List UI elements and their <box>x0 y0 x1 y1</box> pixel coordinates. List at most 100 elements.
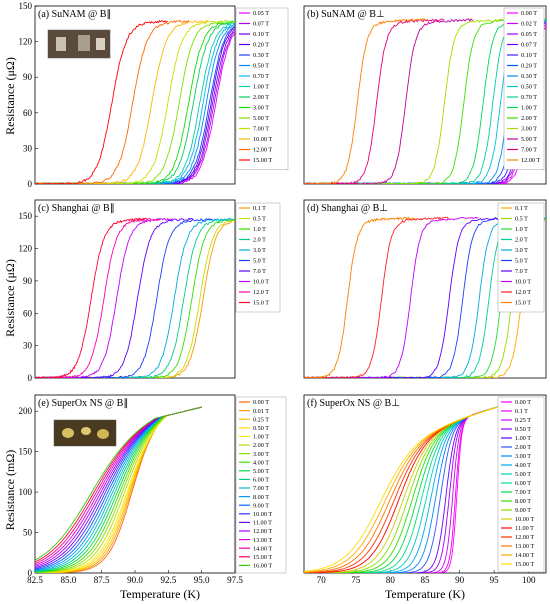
legend-entry: 12.00 T <box>253 147 272 154</box>
x-tick-label: 80 <box>386 575 396 585</box>
series-line <box>304 216 479 378</box>
y-axis-title-bottom: Resistance (mΩ) <box>3 450 17 531</box>
panel-f: 70 75 80 85 90 95 100 (f) SuperOx NS @ B⊥ 0.00 T… <box>303 394 547 585</box>
series-line <box>304 18 474 184</box>
legend-entry: 2.00 T <box>253 442 269 449</box>
legend-entry: 0.50 T <box>521 84 537 91</box>
legend-entry: 1.00 T <box>521 105 537 112</box>
legend-entry: 15.0 T <box>515 300 531 307</box>
legend-box <box>235 202 281 313</box>
legend-entry: 0.01 T <box>253 408 269 415</box>
y-tick-label: 30 <box>23 143 33 153</box>
legend-entry: 0.30 T <box>521 73 537 80</box>
series-line <box>304 18 445 184</box>
panel-c: 0 30 60 90 120 150 (c) Shanghai @ B∥ 0.1 T 0.5 T… <box>19 199 281 383</box>
legend-entry: 0.00 T <box>253 399 269 406</box>
legend-entry: 14.00 T <box>253 545 272 552</box>
legend-entry: 10.0 T <box>253 279 269 286</box>
panel-d: (d) Shanghai @ B⊥ 0.1 T 0.5 T 1.0 T 2.0 T 3.0… <box>303 199 547 379</box>
legend-entry: 3.00 T <box>253 451 269 458</box>
legend-entry: 0.50 T <box>253 63 269 70</box>
legend: 0.05 T 0.07 T 0.10 T 0.20 T 0.30 T 0.50 T 0.70… <box>235 7 289 170</box>
panel-e: 0 50 100 150 200 82.5 85.0 87.5 90.0 92.5 95.0 97.5… <box>19 394 287 585</box>
x-tick-label: 95 <box>490 575 500 585</box>
legend-entry: 7.00 T <box>253 126 269 133</box>
series-line <box>304 17 426 184</box>
y-tick-label: 0 <box>28 179 33 189</box>
legend-box <box>497 202 545 313</box>
x-tick-label: 90 <box>455 575 465 585</box>
legend-entry: 1.00 T <box>515 435 531 442</box>
panel-b: (b) SuNAM @ B⊥ 0.00 T0.02 T0.05 T0.07 T0.… <box>303 5 547 185</box>
x-tick-label: 92.5 <box>160 575 176 585</box>
panel-title: (e) SuperOx NS @ B∥ <box>38 398 128 409</box>
x-tick-label: 85.0 <box>60 575 76 585</box>
legend-entry: 0.50 T <box>515 426 531 433</box>
legend-entry: 1.0 T <box>253 226 266 233</box>
legend-entry: 4.00 T <box>515 462 531 469</box>
series-line <box>35 217 231 378</box>
legend-entry: 0.5 T <box>253 216 266 223</box>
y-axis-title-top: Resistance (μΩ) <box>3 57 17 135</box>
legend-entry: 9.00 T <box>253 502 269 509</box>
x-axis-title-right: Temperature (K) <box>385 587 465 601</box>
legend-entry: 5.00 T <box>515 471 531 478</box>
legend-entry: 3.0 T <box>515 247 528 254</box>
legend-entry: 3.00 T <box>253 105 269 112</box>
legend-entry: 0.5 T <box>515 216 528 223</box>
legend-entry: 7.0 T <box>515 268 528 275</box>
panel-title: (b) SuNAM @ B⊥ <box>307 9 385 20</box>
legend: 0.1 T 0.5 T 1.0 T 2.0 T 3.0 T 5.0 T 7.0 T 10.0 … <box>235 202 281 313</box>
legend-entry: 4.00 T <box>253 459 269 466</box>
y-tick-label: 150 <box>19 1 33 11</box>
legend-entry: 12.00 T <box>521 157 540 164</box>
legend-entry: 12.0 T <box>253 289 269 296</box>
series-line <box>35 217 161 378</box>
legend-entry: 9.00 T <box>515 507 531 514</box>
legend-entry: 0.25 T <box>515 417 531 424</box>
y-tick-label: 60 <box>23 308 33 318</box>
legend-entry: 1.00 T <box>253 434 269 441</box>
series-line <box>35 217 173 378</box>
legend-entry: 1.00 T <box>253 84 269 91</box>
legend-entry: 6.00 T <box>515 480 531 487</box>
legend-entry: 0.00 T <box>521 10 537 17</box>
legend-entry: 0.10 T <box>253 31 269 38</box>
legend-box <box>235 7 289 170</box>
legend-entry: 15.00 T <box>253 157 272 164</box>
y-tick-label: 60 <box>23 108 33 118</box>
legend-entry: 0.1 T <box>515 408 528 415</box>
x-tick-label: 87.5 <box>94 575 110 585</box>
legend-entry: 3.0 T <box>253 247 266 254</box>
series-line <box>304 216 450 378</box>
series-line <box>304 216 531 378</box>
legend-entry: 13.00 T <box>253 537 272 544</box>
legend-entry: 5.0 T <box>253 258 266 265</box>
legend-entry: 13.00 T <box>515 543 534 550</box>
series-line <box>35 218 235 378</box>
x-axis-title-left: Temperature (K) <box>120 587 200 601</box>
y-tick-label: 150 <box>19 211 33 221</box>
legend-entry: 0.25 T <box>253 416 269 423</box>
y-tick-label: 50 <box>23 528 33 538</box>
legend-entry: 7.00 T <box>515 489 531 496</box>
x-tick-label: 75 <box>351 575 361 585</box>
legend: 0.00 T 0.01 T0.25 T 0.50 T 1.00 T2.00 T 3.00… <box>235 396 287 574</box>
legend-entry: 11.00 T <box>515 525 534 532</box>
x-tick-label: 70 <box>317 575 327 585</box>
x-tick-label: 82.5 <box>27 575 43 585</box>
legend-entry: 7.0 T <box>253 268 266 275</box>
legend-entry: 2.0 T <box>253 237 266 244</box>
x-tick-label: 100 <box>522 575 536 585</box>
legend: 0.00 T 0.02 T 0.05 T 0.07 T 0.10 T 0.20 T 0.30… <box>503 7 545 170</box>
legend-entry: 15.0 T <box>253 300 269 307</box>
y-tick-label: 120 <box>19 37 33 47</box>
legend-entry: 16.00 T <box>253 563 272 570</box>
legend-entry: 12.00 T <box>253 528 272 535</box>
legend-entry: 12.00 T <box>515 534 534 541</box>
series-line <box>304 18 532 184</box>
legend-entry: 5.0 T <box>515 258 528 265</box>
